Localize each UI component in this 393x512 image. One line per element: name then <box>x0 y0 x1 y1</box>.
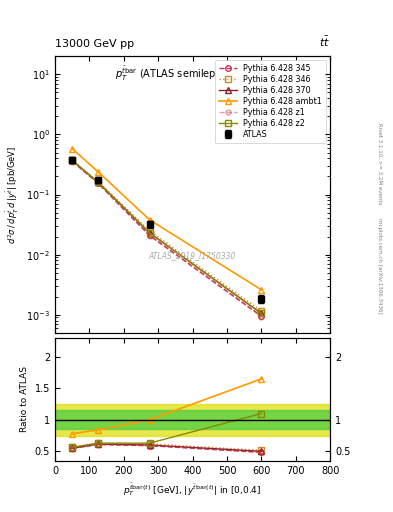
Pythia 6.428 346 <box>147 228 152 234</box>
Line: Pythia 6.428 370: Pythia 6.428 370 <box>70 158 264 316</box>
Text: Rivet 3.1.10, >= 3.2M events: Rivet 3.1.10, >= 3.2M events <box>377 123 382 204</box>
Pythia 6.428 370 <box>70 157 75 163</box>
Pythia 6.428 z2 <box>147 230 152 236</box>
Pythia 6.428 z2 <box>95 179 100 185</box>
Line: Pythia 6.428 ambt1: Pythia 6.428 ambt1 <box>70 146 264 292</box>
Pythia 6.428 z1 <box>70 158 75 164</box>
Y-axis label: $d^2\sigma\,/\,dp_T^{\bar{t}}\,d\,|y^{\bar{t}}|$ [pb/GeV]: $d^2\sigma\,/\,dp_T^{\bar{t}}\,d\,|y^{\b… <box>4 145 20 244</box>
Pythia 6.428 ambt1 <box>95 168 100 175</box>
Bar <box>55 411 330 429</box>
Pythia 6.428 346 <box>95 178 100 184</box>
Pythia 6.428 370 <box>259 310 264 316</box>
Line: Pythia 6.428 z2: Pythia 6.428 z2 <box>70 158 264 316</box>
Text: $p_T^{\bar{t}\mathrm{bar}}$ (ATLAS semileptonic ttbar): $p_T^{\bar{t}\mathrm{bar}}$ (ATLAS semil… <box>115 65 270 83</box>
Pythia 6.428 345 <box>259 313 264 319</box>
Text: mcplots.cern.ch [arXiv:1306.3436]: mcplots.cern.ch [arXiv:1306.3436] <box>377 219 382 314</box>
Pythia 6.428 ambt1 <box>70 145 75 152</box>
Pythia 6.428 346 <box>259 308 264 314</box>
Pythia 6.428 345 <box>147 232 152 239</box>
Pythia 6.428 z1 <box>95 180 100 186</box>
Legend: Pythia 6.428 345, Pythia 6.428 346, Pythia 6.428 370, Pythia 6.428 ambt1, Pythia: Pythia 6.428 345, Pythia 6.428 346, Pyth… <box>215 60 326 143</box>
Pythia 6.428 ambt1 <box>147 217 152 223</box>
Pythia 6.428 345 <box>70 158 75 164</box>
Text: 13000 GeV pp: 13000 GeV pp <box>55 38 134 49</box>
Pythia 6.428 345 <box>95 180 100 186</box>
Pythia 6.428 z2 <box>259 310 264 316</box>
Line: Pythia 6.428 345: Pythia 6.428 345 <box>70 158 264 319</box>
Pythia 6.428 z2 <box>70 157 75 163</box>
Text: $t\bar{t}$: $t\bar{t}$ <box>319 34 330 49</box>
Pythia 6.428 370 <box>147 230 152 236</box>
Line: Pythia 6.428 z1: Pythia 6.428 z1 <box>70 159 264 319</box>
Line: Pythia 6.428 346: Pythia 6.428 346 <box>70 158 264 314</box>
Pythia 6.428 ambt1 <box>259 287 264 293</box>
Bar <box>55 404 330 436</box>
Pythia 6.428 370 <box>95 179 100 185</box>
Y-axis label: Ratio to ATLAS: Ratio to ATLAS <box>20 367 29 432</box>
X-axis label: $p_T^{\bar{t}\mathrm{bar}(t)}$ [GeV], $|y^{\bar{t}\mathrm{bar}(t)}|$ in [0,0.4]: $p_T^{\bar{t}\mathrm{bar}(t)}$ [GeV], $|… <box>123 481 262 498</box>
Pythia 6.428 z1 <box>259 313 264 319</box>
Pythia 6.428 z1 <box>147 233 152 239</box>
Text: ATLAS_2019_I1750330: ATLAS_2019_I1750330 <box>149 251 236 260</box>
Pythia 6.428 346 <box>70 157 75 163</box>
